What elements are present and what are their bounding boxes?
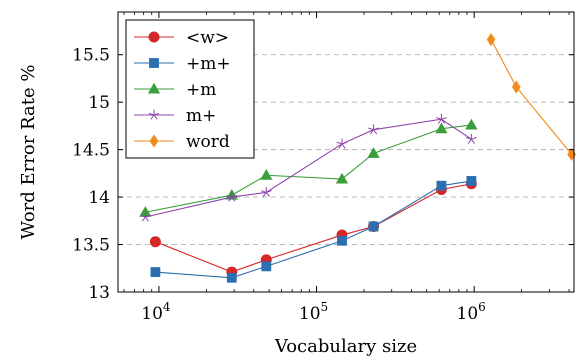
legend: <w> +m+ +m m+ word: [125, 19, 255, 159]
star-arm: [145, 214, 151, 218]
data-point: [465, 118, 478, 130]
star-arm: [341, 141, 348, 145]
star-arm: [148, 112, 155, 116]
y-tick-label: 13.5: [72, 236, 110, 256]
star-arm: [336, 141, 343, 145]
axes: [117, 11, 575, 293]
star-arm: [441, 118, 446, 124]
data-point: [511, 80, 521, 94]
data-point: [148, 31, 160, 43]
star-arm: [153, 112, 160, 116]
star-arm: [266, 190, 272, 193]
y-tick-label: 15: [88, 93, 110, 113]
y-tick-label: 15.5: [72, 46, 110, 66]
legend-label: m+: [186, 106, 216, 126]
star-arm: [226, 194, 232, 198]
data-point: [149, 134, 159, 148]
x-tick-label: 105: [299, 300, 328, 324]
legend-entry: +m+: [134, 54, 231, 74]
legend-entry: <w>: [134, 28, 229, 48]
star-arm: [265, 192, 270, 198]
series-+m+: [150, 176, 477, 283]
star-arm: [373, 127, 379, 131]
legend-label: <w>: [186, 28, 229, 48]
star-arm: [153, 114, 158, 120]
data-point: [337, 235, 347, 246]
plot-frame: [117, 11, 575, 293]
data-point: [261, 186, 272, 198]
y-axis-title: Word Error Rate %: [18, 65, 39, 240]
data-point: [367, 147, 380, 158]
star-arm: [470, 138, 475, 144]
data-point: [435, 122, 448, 134]
legend-label: +m+: [186, 54, 231, 74]
data-point: [368, 124, 379, 135]
star-arm: [437, 118, 442, 124]
data-point: [336, 138, 348, 149]
star-arm: [436, 117, 442, 120]
star-arm: [466, 137, 472, 140]
star-arm: [338, 143, 343, 149]
star-arm: [467, 138, 472, 144]
star-arm: [231, 196, 236, 202]
star-arm: [368, 127, 374, 131]
data-point: [486, 32, 496, 47]
series-m+: [140, 113, 477, 222]
star-arm: [231, 194, 238, 198]
x-tick-label: 104: [141, 300, 171, 324]
data-point: [261, 261, 272, 272]
star-arm: [228, 196, 233, 202]
legend-entry: +m: [134, 80, 216, 100]
data-point: [147, 82, 161, 94]
legend-entry: word: [134, 132, 230, 152]
star-arm: [341, 143, 346, 149]
data-point: [226, 191, 238, 202]
data-point: [149, 58, 159, 68]
star-arm: [261, 190, 267, 193]
data-point: [140, 211, 151, 222]
data-point: [466, 176, 477, 186]
star-arm: [471, 137, 477, 140]
x-tick-label: 106: [457, 300, 486, 324]
star-arm: [262, 192, 267, 198]
series-layer: [139, 32, 576, 283]
series-word: [486, 32, 576, 161]
star-arm: [373, 129, 378, 135]
data-point: [149, 236, 161, 248]
legend-label: word: [186, 132, 230, 152]
legend-label: +m: [186, 80, 216, 100]
star-arm: [144, 216, 149, 222]
data-point: [368, 221, 379, 232]
data-point: [466, 133, 477, 144]
star-arm: [441, 117, 447, 120]
series-line: [490, 39, 572, 155]
tick-labels: 13 13.5 14 14.5 15 15.5 104 105 106: [72, 46, 486, 324]
data-point: [150, 267, 161, 277]
legend-entry: m+: [134, 106, 216, 126]
data-point: [436, 113, 447, 124]
star-arm: [150, 114, 155, 120]
series-line: [155, 180, 472, 279]
data-point: [226, 272, 237, 283]
star-arm: [369, 129, 374, 135]
data-point: [436, 180, 447, 191]
y-tick-label: 14: [88, 188, 110, 208]
data-point: [260, 169, 273, 180]
data-point: [148, 109, 160, 120]
data-point: [335, 172, 349, 184]
y-tick-label: 13: [88, 283, 110, 303]
star-arm: [140, 214, 146, 218]
star-arm: [141, 216, 146, 222]
x-axis-title: Vocabulary size: [274, 336, 417, 357]
y-tick-label: 14.5: [72, 141, 110, 161]
